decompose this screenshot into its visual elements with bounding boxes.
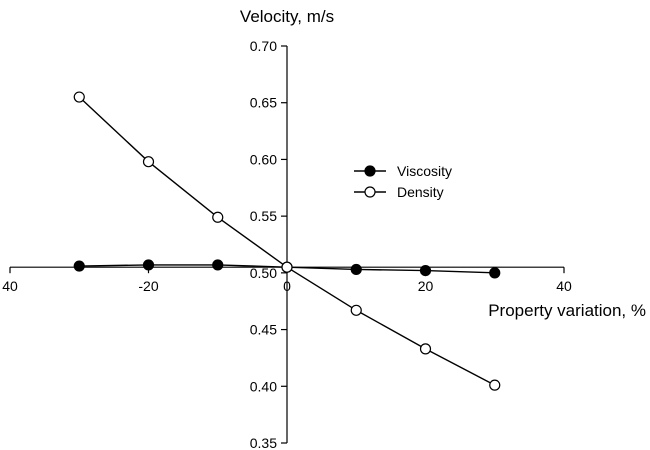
density-point bbox=[142, 156, 155, 168]
series-density bbox=[73, 91, 501, 391]
legend-label: Viscosity bbox=[397, 163, 452, 179]
density-point bbox=[489, 379, 501, 391]
y-tick-label: 0.60 bbox=[250, 151, 277, 167]
density-point bbox=[281, 261, 293, 273]
density-point bbox=[419, 343, 432, 355]
viscosity-point bbox=[419, 264, 432, 277]
axes: 40 -20 0 20 40 0.35 0.40 0.45 0.50 0.55 0.60 0.65 0.… bbox=[2, 38, 572, 450]
legend-swatch-marker bbox=[364, 186, 376, 198]
y-tick-label: 0.70 bbox=[250, 38, 277, 54]
density-point bbox=[73, 91, 85, 103]
legend-item-density: Density bbox=[354, 184, 444, 200]
x-tick-label: 20 bbox=[418, 278, 434, 294]
y-tick-label: 0.55 bbox=[250, 208, 277, 224]
density-point bbox=[350, 304, 362, 316]
x-axis-title: Property variation, % bbox=[488, 301, 646, 320]
y-tick-label: 0.65 bbox=[250, 95, 277, 111]
x-tick-label: 40 bbox=[556, 278, 572, 294]
y-tick-label: 0.40 bbox=[250, 378, 277, 394]
viscosity-point bbox=[73, 260, 85, 272]
y-tick-label: 0.50 bbox=[250, 265, 277, 281]
viscosity-point bbox=[489, 267, 501, 279]
density-point bbox=[212, 211, 224, 223]
viscosity-point bbox=[350, 263, 362, 276]
viscosity-point bbox=[142, 259, 155, 271]
x-tick-label: 0 bbox=[283, 278, 291, 294]
legend: Viscosity Density bbox=[354, 163, 452, 200]
y-tick-label: 0.35 bbox=[250, 435, 277, 450]
legend-item-viscosity: Viscosity bbox=[354, 163, 452, 179]
x-tick-label: 40 bbox=[2, 278, 18, 294]
legend-label: Density bbox=[397, 184, 444, 200]
x-tick-label: -20 bbox=[138, 278, 158, 294]
viscosity-point bbox=[212, 259, 224, 271]
series-group bbox=[73, 91, 501, 391]
y-axis-title: Velocity, m/s bbox=[240, 7, 334, 26]
y-tick-label: 0.45 bbox=[250, 322, 277, 338]
legend-swatch-marker bbox=[364, 165, 376, 177]
